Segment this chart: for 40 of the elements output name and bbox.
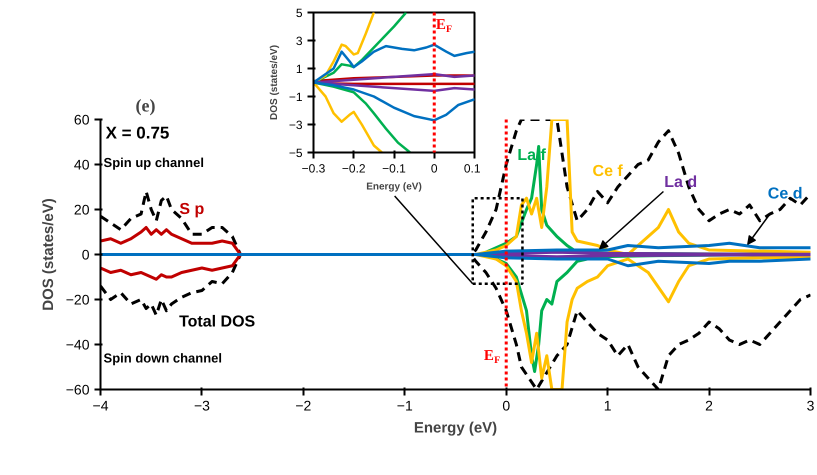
y-tick-label: −40 <box>66 336 90 352</box>
annotation: X = 0.75 <box>106 124 170 142</box>
x-axis-title: Energy (eV) <box>414 420 498 436</box>
x-tick-label: 2 <box>705 398 714 414</box>
x-tick-label: 0 <box>502 398 510 414</box>
x-tick-label: 0.1 <box>464 162 481 176</box>
x-tick-label: −0.1 <box>382 162 406 176</box>
y-axis-title: DOS (states/eV) <box>268 44 280 120</box>
x-tick-label: −0.3 <box>302 162 326 176</box>
annotation: Spin up channel <box>104 154 204 170</box>
x-tick-label: −2 <box>295 398 312 414</box>
y-tick-label: −5 <box>288 146 303 160</box>
annotation: Spin down channel <box>104 350 222 366</box>
y-tick-label: 5 <box>296 6 303 20</box>
y-tick-label: 1 <box>296 62 303 76</box>
x-tick-label: −0.2 <box>342 162 366 176</box>
x-tick-label: 0 <box>430 162 438 176</box>
text: (e) <box>136 96 156 116</box>
x-axis-title: Energy (eV) <box>366 182 422 192</box>
x-tick-label: −4 <box>92 398 109 414</box>
y-tick-label: 60 <box>74 112 90 128</box>
series-label: S p <box>179 201 204 218</box>
y-axis-title: DOS (states/eV) <box>40 198 57 311</box>
text: Total DOS <box>179 314 256 330</box>
x-tick-label: −1 <box>396 398 413 414</box>
text: La d <box>664 174 698 191</box>
y-tick-label: −1 <box>288 90 303 104</box>
series-label: Ce f <box>592 162 624 180</box>
text: Ce d <box>768 185 802 202</box>
x-tick-label: −3 <box>194 398 210 414</box>
y-tick-label: −20 <box>66 292 90 308</box>
x-tick-label: 3 <box>806 398 815 414</box>
y-tick-label: −60 <box>66 382 90 398</box>
x-tick-label: 1 <box>604 398 612 414</box>
y-tick-label: 3 <box>296 34 303 48</box>
y-tick-label: 0 <box>82 246 90 262</box>
y-tick-label: 20 <box>74 202 90 218</box>
y-tick-label: −3 <box>288 118 303 132</box>
y-tick-label: 40 <box>74 156 90 172</box>
series-label: La f <box>517 147 546 164</box>
